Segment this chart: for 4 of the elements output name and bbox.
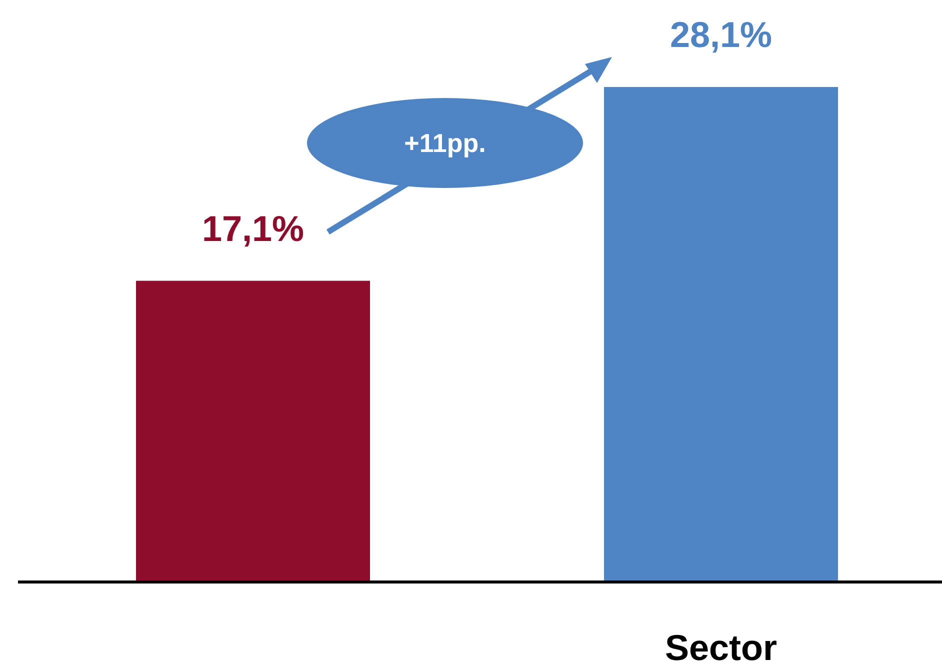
data-label: 28,1% (670, 14, 772, 55)
x-tick-label: Sector (664, 627, 778, 662)
annotation: +11pp. (404, 128, 486, 158)
data-label: 17,1% (202, 208, 304, 249)
